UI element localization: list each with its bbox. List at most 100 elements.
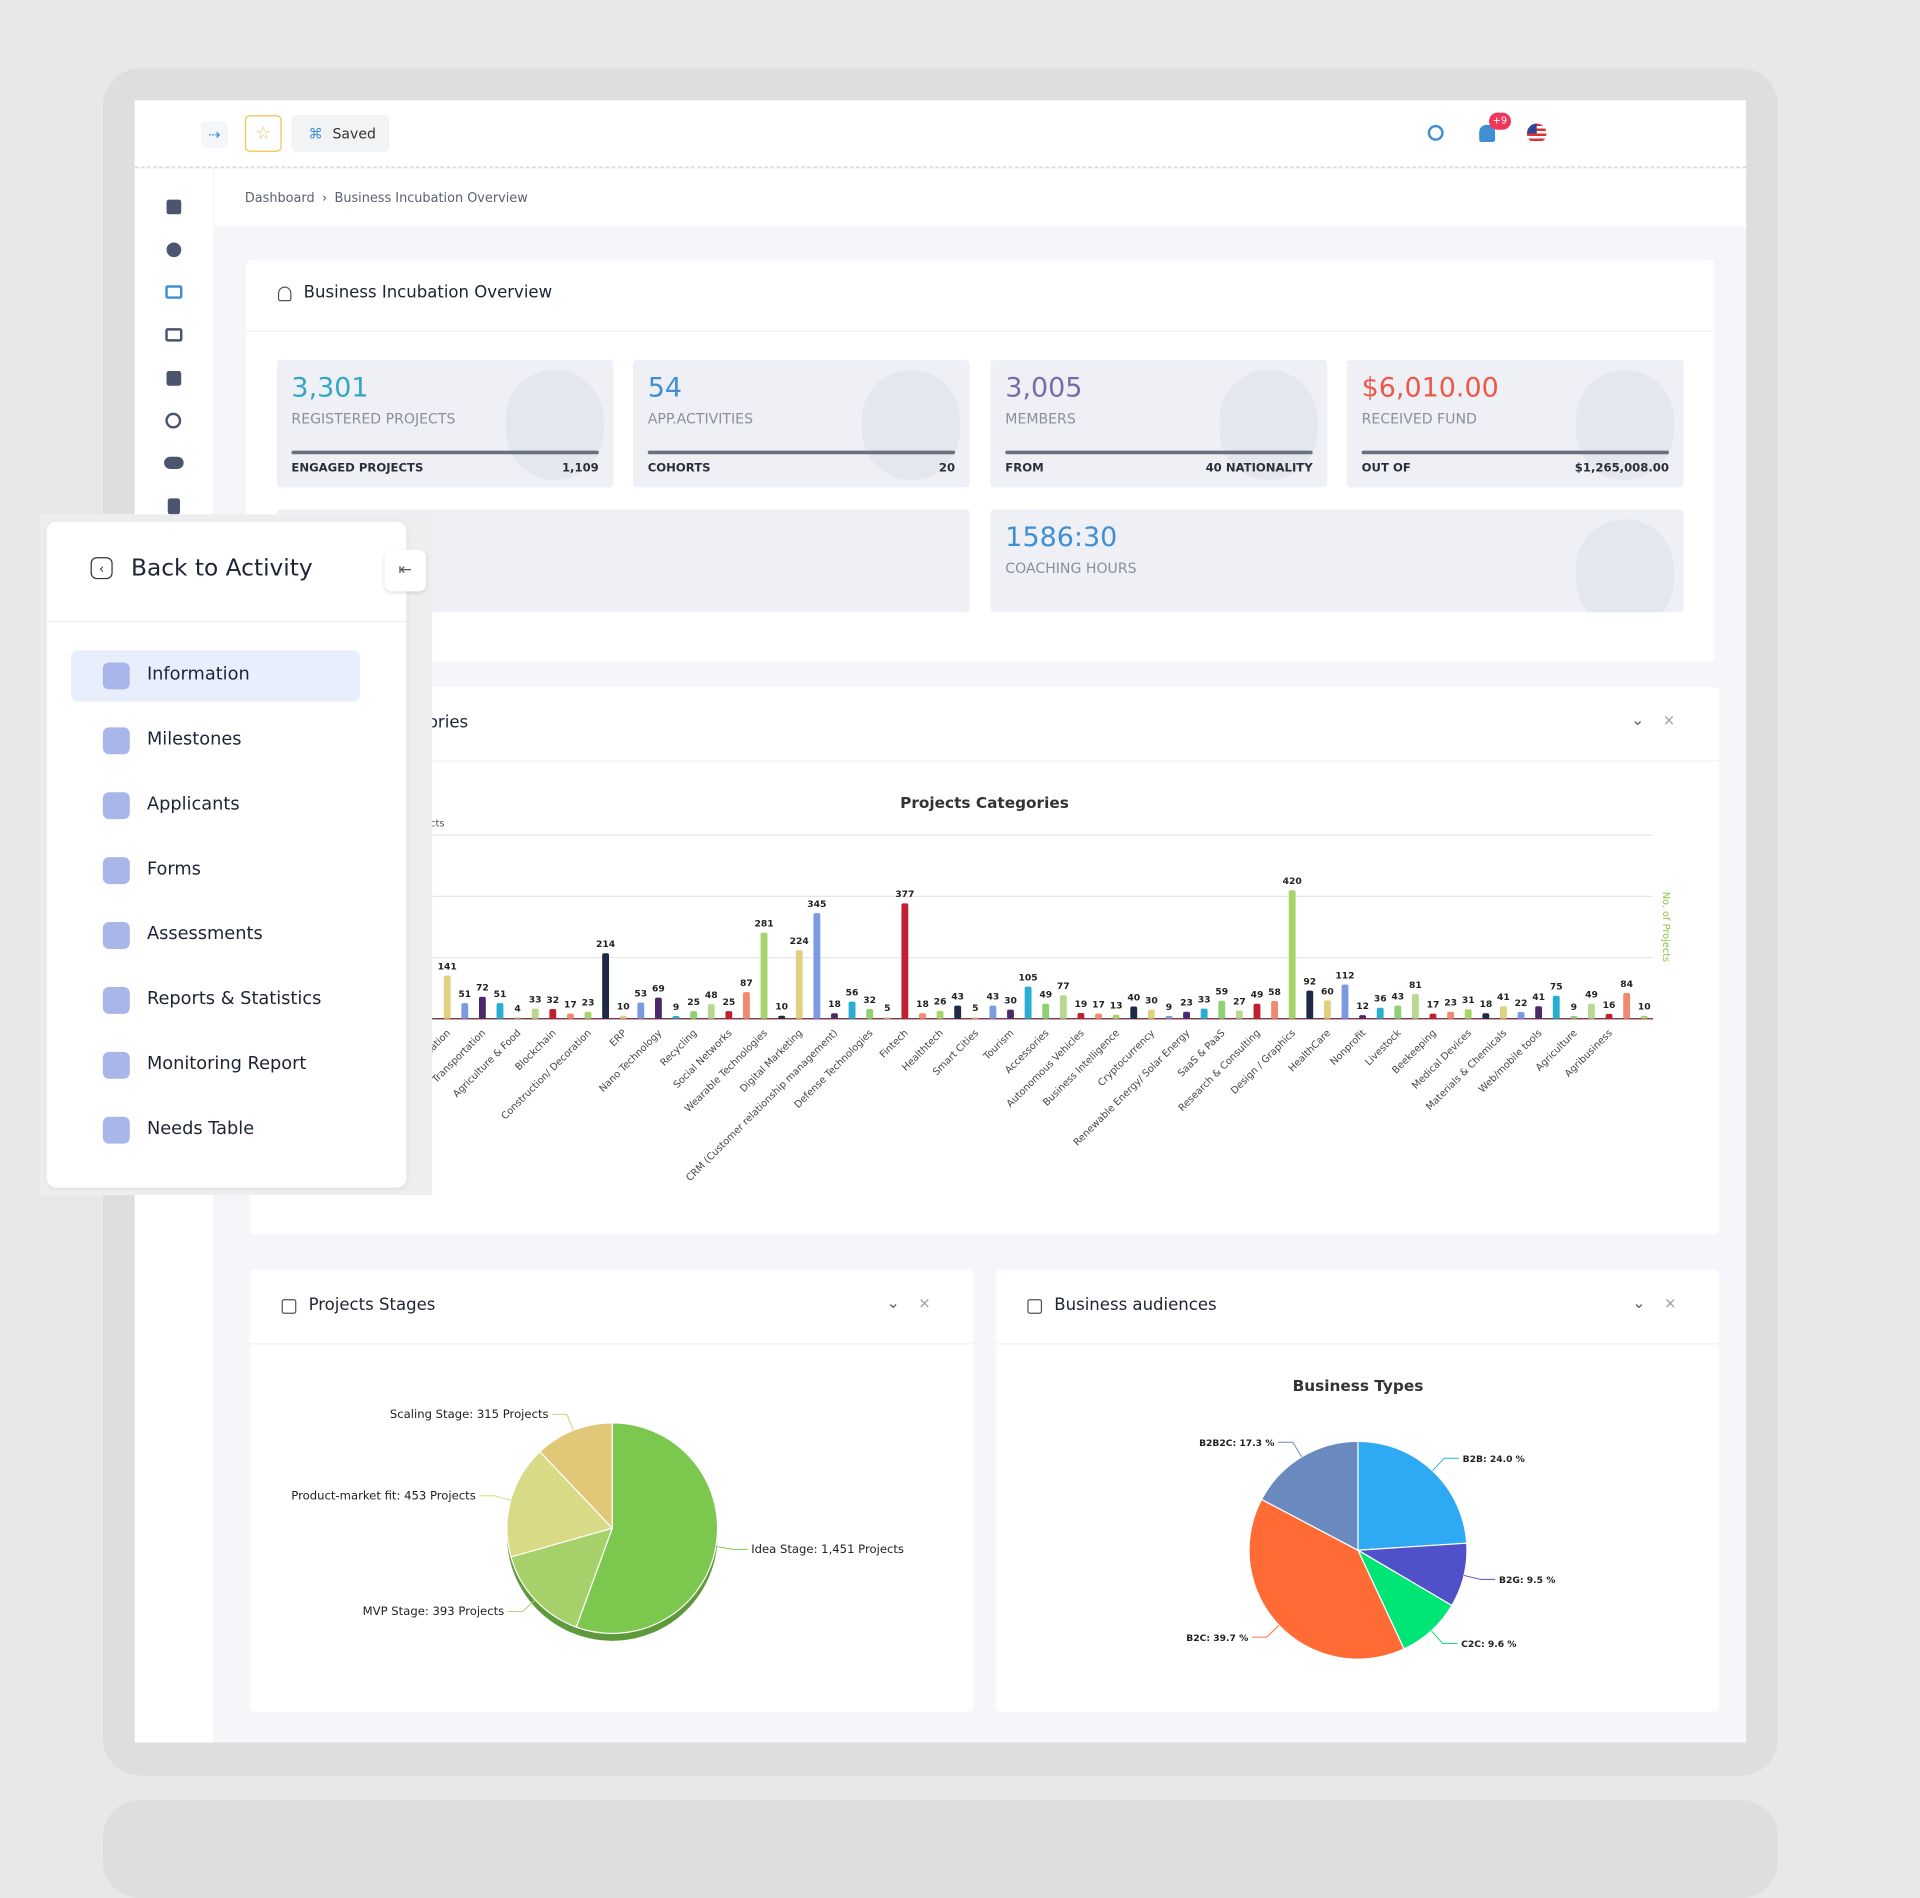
- leader-line: [507, 1599, 536, 1613]
- data-label: 58: [1268, 987, 1281, 998]
- stat-label: COACHING HOURS: [1005, 559, 1137, 577]
- nav-icon[interactable]: [166, 371, 182, 386]
- data-label: B2C: 39.7 %: [1186, 1633, 1248, 1644]
- breadcrumb-link[interactable]: Dashboard: [244, 191, 315, 206]
- data-label: B2G: 9.5 %: [1499, 1575, 1555, 1586]
- nav-icon[interactable]: [165, 285, 183, 299]
- bar: [1464, 1009, 1472, 1019]
- collapse-button[interactable]: ⌄: [886, 1294, 900, 1313]
- data-label: 23: [582, 998, 595, 1009]
- leader-line: [1278, 1441, 1303, 1458]
- data-label: 40: [1127, 992, 1140, 1003]
- bar: [690, 1011, 698, 1019]
- close-button[interactable]: ×: [1664, 1294, 1677, 1312]
- leader-line: [552, 1413, 574, 1431]
- data-label: 25: [687, 997, 700, 1008]
- collapse-button[interactable]: ⌄: [1632, 1294, 1646, 1313]
- nav-icon[interactable]: [165, 328, 183, 342]
- pie-slice: [1248, 1498, 1405, 1660]
- bar: [1130, 1006, 1138, 1019]
- stage: ⇢ ☆ ⌘ Saved +9 Dashboard › Business Incubat…: [40, 100, 1747, 1743]
- collapse-panel-button[interactable]: ⇤: [384, 549, 427, 592]
- bar: [443, 975, 451, 1019]
- data-label: Scaling Stage: 315 Projects: [390, 1407, 549, 1421]
- favorite-button[interactable]: ☆: [244, 115, 282, 152]
- stat-label: APP.ACTIVITIES: [647, 410, 754, 428]
- nav-icon[interactable]: [165, 412, 182, 429]
- data-label: 49: [1039, 990, 1052, 1001]
- leader-line: [715, 1545, 748, 1550]
- close-button[interactable]: ×: [1662, 711, 1676, 729]
- stat-value: 3,005: [1005, 373, 1083, 405]
- divider: [46, 620, 407, 623]
- nav-icon[interactable]: [166, 242, 182, 258]
- menu-item[interactable]: Needs Table: [71, 1104, 360, 1155]
- nav-icon[interactable]: [167, 498, 181, 515]
- menu-item[interactable]: Reports & Statistics: [71, 975, 360, 1026]
- data-label: 22: [1515, 998, 1528, 1009]
- bar: [1200, 1008, 1208, 1019]
- menu-item[interactable]: Assessments: [71, 910, 360, 961]
- data-label: 17: [1427, 999, 1440, 1010]
- data-label: 16: [1603, 1000, 1616, 1011]
- stat-sub-value: 20: [938, 461, 956, 476]
- bar: [531, 1008, 539, 1019]
- bar: [1235, 1010, 1243, 1019]
- notifications-button[interactable]: [1479, 124, 1496, 143]
- data-label: 30: [1004, 995, 1017, 1006]
- bar: [866, 1008, 874, 1019]
- back-icon[interactable]: ‹: [90, 557, 113, 580]
- pie-slice: [510, 1527, 614, 1628]
- x-tick-label: Nonprofit: [1328, 1028, 1368, 1068]
- data-label: 105: [1019, 973, 1038, 984]
- activity-panel: ‹ Back to Activity Information Milestones…: [40, 514, 433, 1196]
- data-label: 49: [1585, 990, 1598, 1001]
- stat-sub-value: 1,109: [561, 461, 599, 476]
- data-label: 43: [951, 991, 964, 1002]
- data-label: 41: [1497, 992, 1510, 1003]
- close-button[interactable]: ×: [918, 1294, 931, 1312]
- data-label: 26: [934, 997, 947, 1008]
- stat-label: RECEIVED FUND: [1361, 410, 1477, 428]
- menu-item[interactable]: Information: [71, 650, 361, 702]
- menu-icon: [102, 662, 130, 690]
- back-link[interactable]: Back to Activity: [131, 554, 313, 582]
- bar: [1517, 1012, 1525, 1019]
- data-label: 9: [1571, 1002, 1577, 1013]
- nav-icon[interactable]: [166, 199, 182, 215]
- data-label: C2C: 9.6 %: [1461, 1639, 1516, 1650]
- saved-button[interactable]: ⌘ Saved: [291, 115, 390, 152]
- menu-item[interactable]: Applicants: [71, 780, 360, 831]
- bar: [901, 903, 909, 1019]
- x-tick-label: Tourism: [981, 1028, 1016, 1063]
- bar: [795, 950, 803, 1019]
- language-flag[interactable]: [1526, 123, 1547, 144]
- bar: [1447, 1011, 1455, 1019]
- collapse-button[interactable]: ⌄: [1631, 711, 1645, 730]
- bar: [1024, 986, 1032, 1019]
- search-button[interactable]: [1427, 124, 1444, 141]
- categories-card: Projects Categories ⌄ ×: [249, 686, 1720, 1235]
- data-label: 84: [1620, 979, 1633, 990]
- data-label: 56: [846, 988, 859, 999]
- divider: [249, 760, 1720, 762]
- data-label: 27: [1233, 996, 1246, 1007]
- menu-item[interactable]: Monitoring Report: [71, 1040, 360, 1091]
- data-label: 112: [1335, 970, 1354, 981]
- data-label: 32: [863, 995, 876, 1006]
- data-label: B2B: 24.0 %: [1463, 1454, 1525, 1465]
- menu-item[interactable]: Forms: [71, 845, 360, 896]
- watermark: [862, 369, 961, 481]
- stat-box: $6,010.00 RECEIVED FUND OUT OF $1,265,008.0…: [1346, 360, 1684, 488]
- data-label: 59: [1215, 987, 1228, 998]
- breadcrumb: Dashboard › Business Incubation Overview: [214, 168, 1747, 227]
- progress-bar: [647, 450, 956, 455]
- menu-item[interactable]: Milestones: [71, 715, 360, 766]
- divider: [249, 1343, 974, 1345]
- data-label: 23: [1180, 998, 1193, 1009]
- nav-icon[interactable]: [164, 456, 184, 469]
- data-label: 17: [1092, 999, 1105, 1010]
- data-label: 87: [740, 978, 753, 989]
- card-title: Business audiences: [1054, 1295, 1217, 1316]
- sidebar-toggle[interactable]: ⇢: [200, 121, 228, 149]
